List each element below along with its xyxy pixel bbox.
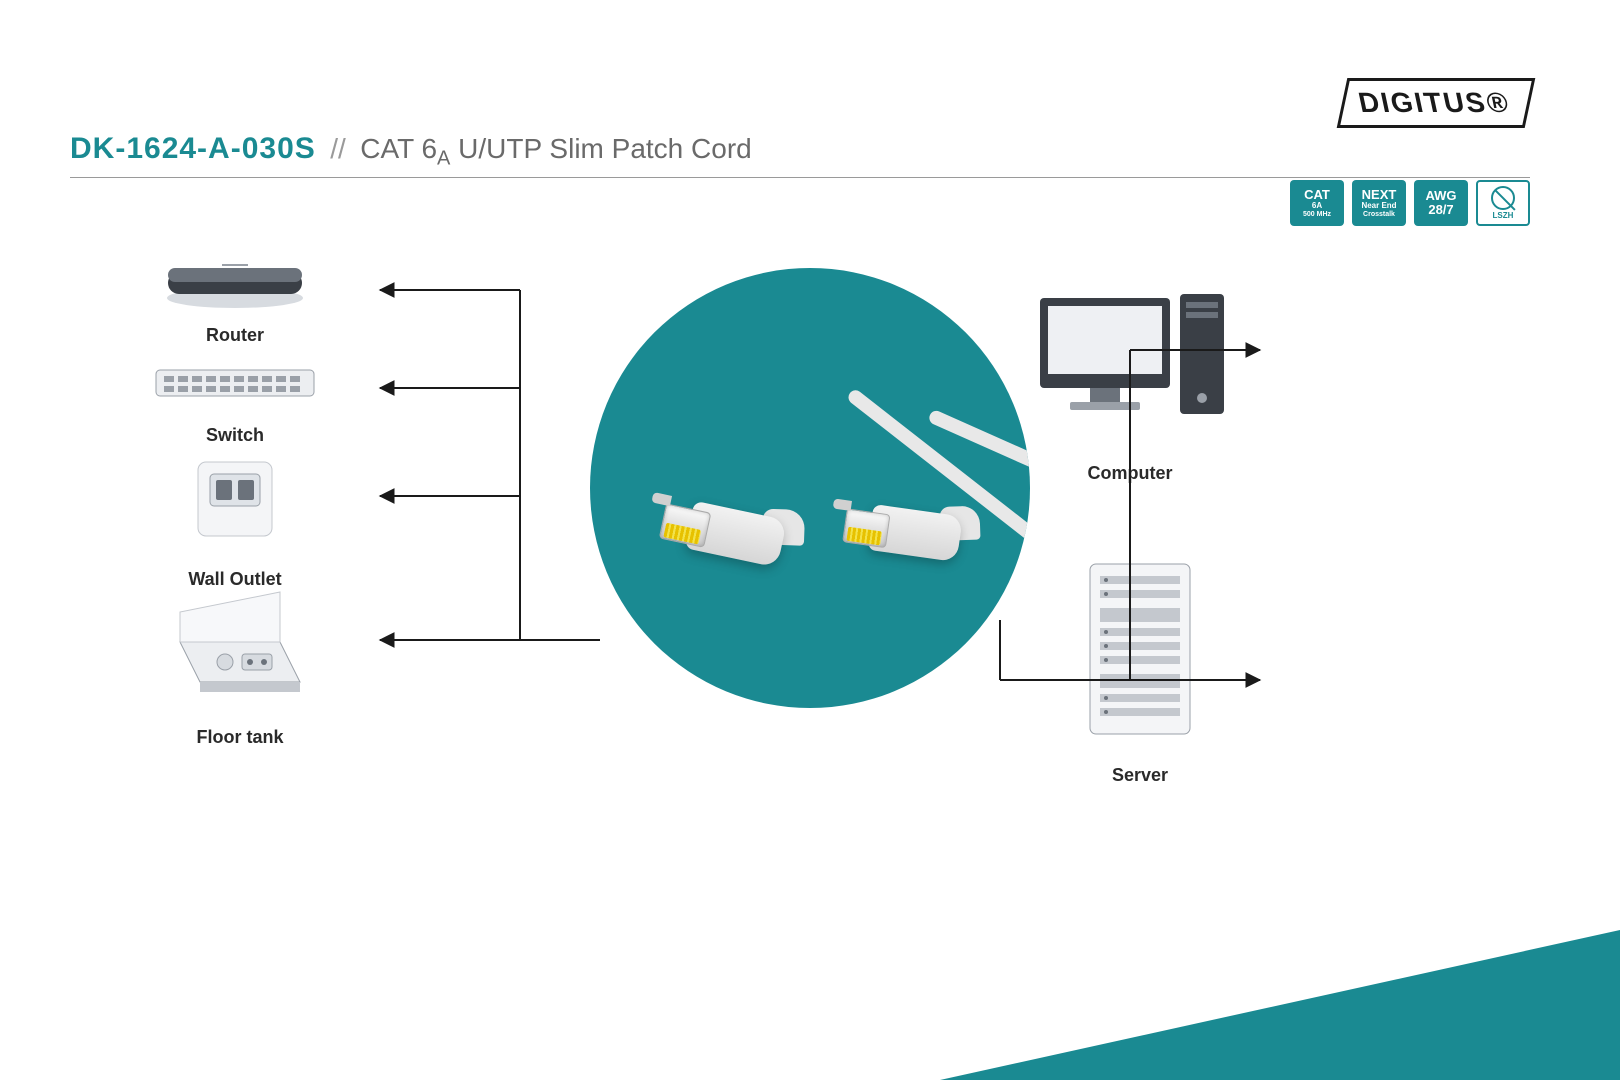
- badge-line: NEXT: [1362, 188, 1397, 202]
- badge-line: 28/7: [1428, 203, 1453, 217]
- device-router: Router: [160, 260, 310, 346]
- badge-line: 500 MHz: [1303, 211, 1331, 219]
- wall-outlet-icon: [180, 454, 290, 554]
- rj45-plug-icon: [638, 472, 801, 595]
- desc-post: U/UTP Slim Patch Cord: [450, 133, 751, 164]
- badge-line: Crosstalk: [1363, 211, 1395, 219]
- cable-illustration: [590, 268, 1030, 708]
- brand-name: DIGITUS: [1355, 87, 1489, 119]
- badge-line: AWG: [1425, 189, 1456, 203]
- accent-triangle: [940, 930, 1620, 1080]
- device-server: Server: [1080, 560, 1200, 786]
- router-icon: [160, 260, 310, 310]
- device-label: Computer: [1030, 463, 1230, 484]
- brand-logo: DIGITUS®: [1342, 78, 1530, 128]
- no-symbol-icon: [1491, 186, 1515, 210]
- server-icon: [1080, 560, 1200, 750]
- device-label: Router: [160, 325, 310, 346]
- rj45-plug-icon: [824, 479, 975, 588]
- switch-icon: [150, 360, 320, 410]
- title-row: DK-1624-A-030S // CAT 6A U/UTP Slim Patc…: [70, 132, 1530, 178]
- device-computer: Computer: [1030, 288, 1230, 484]
- badge-lszh: LSZH: [1476, 180, 1530, 226]
- product-sku: DK-1624-A-030S: [70, 132, 316, 165]
- title-separator: //: [330, 133, 346, 164]
- floor-tank-icon: [170, 582, 310, 712]
- badge-line: 6A: [1312, 202, 1322, 211]
- product-image-circle: [590, 268, 1030, 708]
- badge-line: CAT: [1304, 188, 1330, 202]
- computer-icon: [1030, 288, 1230, 448]
- badge-next: NEXT Near End Crosstalk: [1352, 180, 1406, 226]
- desc-pre: CAT 6: [360, 133, 437, 164]
- device-floor-tank: Floor tank: [170, 582, 310, 748]
- device-label: Switch: [150, 425, 320, 446]
- badge-awg: AWG 28/7: [1414, 180, 1468, 226]
- brand-logo-box: DIGITUS®: [1336, 78, 1535, 128]
- badge-line: LSZH: [1493, 212, 1514, 221]
- spec-badges: CAT 6A 500 MHz NEXT Near End Crosstalk A…: [1290, 180, 1530, 226]
- device-wall-outlet: Wall Outlet: [180, 454, 290, 590]
- product-diagram-page: DIGITUS® DK-1624-A-030S // CAT 6A U/UTP …: [0, 0, 1620, 1080]
- badge-line: Near End: [1361, 202, 1396, 211]
- product-description: CAT 6A U/UTP Slim Patch Cord: [360, 133, 751, 164]
- device-label: Floor tank: [170, 727, 310, 748]
- device-label: Server: [1080, 765, 1200, 786]
- badge-cat6a: CAT 6A 500 MHz: [1290, 180, 1344, 226]
- desc-sub: A: [437, 148, 450, 170]
- device-switch: Switch: [150, 360, 320, 446]
